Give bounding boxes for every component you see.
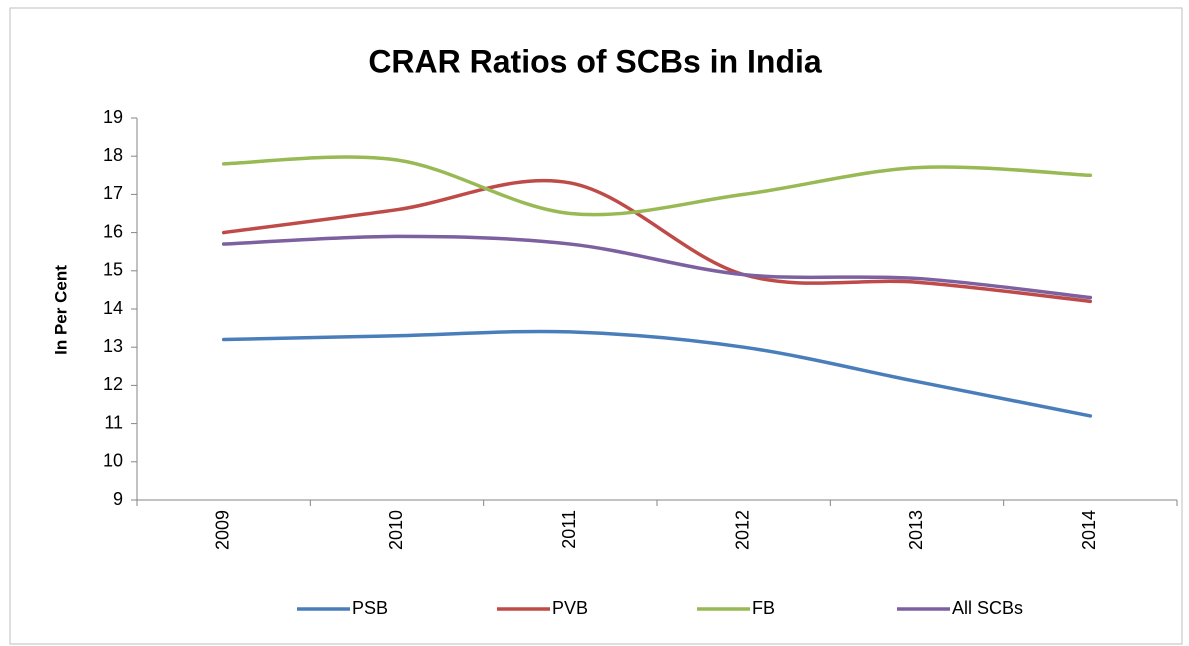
legend-label: FB xyxy=(752,598,775,618)
line-series xyxy=(221,234,1093,300)
x-tick-label: 2012 xyxy=(732,510,752,550)
y-tick-label: 12 xyxy=(103,374,123,394)
line-series xyxy=(221,178,1093,304)
x-tick-label: 2009 xyxy=(212,510,232,550)
y-tick-label: 14 xyxy=(103,298,123,318)
x-tick-label: 2013 xyxy=(906,510,926,550)
chart-title: CRAR Ratios of SCBs in India xyxy=(368,43,822,79)
y-tick-label: 16 xyxy=(103,221,123,241)
y-tick-label: 9 xyxy=(113,489,123,509)
y-tick-label: 13 xyxy=(103,336,123,356)
legend-label: All SCBs xyxy=(952,598,1023,618)
line-series xyxy=(221,155,1093,217)
y-tick-label: 18 xyxy=(103,145,123,165)
chart-frame xyxy=(9,7,1183,645)
legend-label: PSB xyxy=(352,598,388,618)
y-tick-label: 10 xyxy=(103,451,123,471)
y-tick-label: 15 xyxy=(103,260,123,280)
y-axis-label: In Per Cent xyxy=(51,265,70,355)
y-tick-label: 19 xyxy=(103,107,123,127)
line-series xyxy=(221,329,1093,418)
y-tick-label: 17 xyxy=(103,183,123,203)
legend-label: PVB xyxy=(552,598,588,618)
x-tick-label: 2011 xyxy=(559,510,579,549)
x-tick-label: 2010 xyxy=(386,510,406,550)
x-tick-label: 2014 xyxy=(1079,510,1099,550)
y-tick-label: 11 xyxy=(104,412,123,432)
